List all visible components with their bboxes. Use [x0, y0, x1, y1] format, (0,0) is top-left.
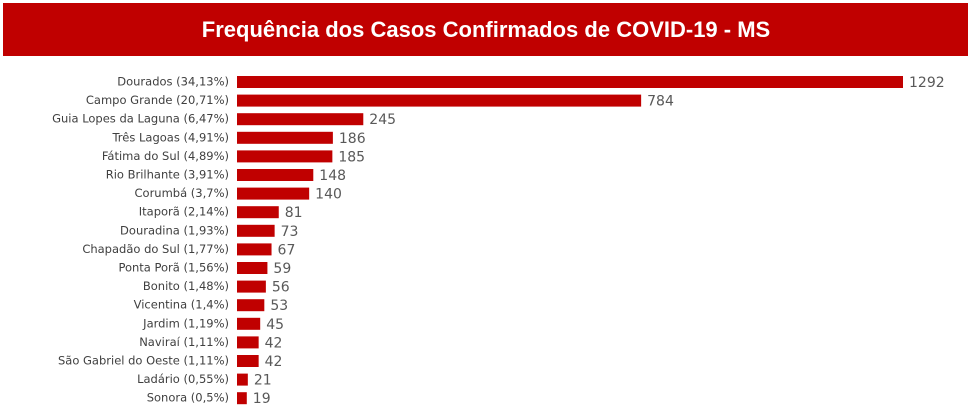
category-label: Guia Lopes da Laguna (6,47%) — [52, 112, 229, 126]
data-label: 186 — [339, 131, 366, 147]
category-label: Sonora (0,5%) — [147, 391, 229, 405]
data-label: 59 — [273, 261, 291, 277]
bar — [237, 131, 333, 144]
bar — [237, 280, 266, 293]
category-label: Chapadão do Sul (1,77%) — [82, 242, 229, 256]
bar — [237, 373, 248, 386]
data-label: 73 — [281, 224, 299, 240]
category-label: Ladário (0,55%) — [137, 372, 229, 386]
category-label: Naviraí (1,11%) — [139, 335, 229, 349]
category-label: Jardim (1,19%) — [142, 316, 229, 330]
data-label: 42 — [265, 335, 283, 351]
data-label: 53 — [270, 298, 288, 314]
category-label: Bonito (1,48%) — [143, 279, 229, 293]
category-label: Fátima do Sul (4,89%) — [102, 149, 229, 163]
bar — [237, 262, 268, 274]
title-banner — [3, 3, 968, 56]
bar — [237, 243, 272, 256]
data-label: 784 — [647, 94, 674, 110]
bar — [237, 113, 364, 126]
category-label: Rio Brilhante (3,91%) — [106, 168, 229, 182]
data-label: 81 — [285, 205, 303, 221]
data-label: 21 — [254, 373, 272, 389]
data-label: 185 — [338, 149, 365, 165]
bar — [237, 299, 265, 312]
category-label: Dourados (34,13%) — [117, 75, 229, 89]
category-label: Três Lagoas (4,91%) — [111, 130, 229, 144]
category-label: Corumbá (3,7%) — [135, 186, 229, 200]
category-label: São Gabriel do Oeste (1,11%) — [58, 354, 229, 368]
data-label: 19 — [253, 391, 271, 407]
bar — [237, 355, 259, 367]
bar — [237, 317, 261, 330]
bar — [237, 392, 247, 405]
bar — [237, 169, 314, 181]
chart-title: Frequência dos Casos Confirmados de COVI… — [202, 17, 770, 42]
data-label: 148 — [319, 168, 346, 184]
bar — [237, 76, 903, 88]
data-label: 45 — [266, 317, 284, 333]
data-label: 1292 — [909, 75, 945, 91]
data-label: 245 — [369, 112, 396, 128]
bar — [237, 224, 275, 237]
category-label: Ponta Porã (1,56%) — [118, 261, 229, 275]
category-label: Itaporã (2,14%) — [139, 205, 229, 219]
data-label: 56 — [272, 280, 290, 296]
category-label: Campo Grande (20,71%) — [86, 93, 229, 107]
category-label: Douradina (1,93%) — [120, 223, 229, 237]
data-label: 42 — [265, 354, 283, 370]
bar — [237, 150, 333, 163]
bar — [237, 187, 310, 200]
data-label: 140 — [315, 187, 342, 203]
bar — [237, 336, 259, 349]
data-label: 67 — [278, 242, 296, 258]
category-label: Vicentina (1,4%) — [134, 298, 229, 312]
bar — [237, 206, 279, 219]
bar — [237, 94, 642, 107]
